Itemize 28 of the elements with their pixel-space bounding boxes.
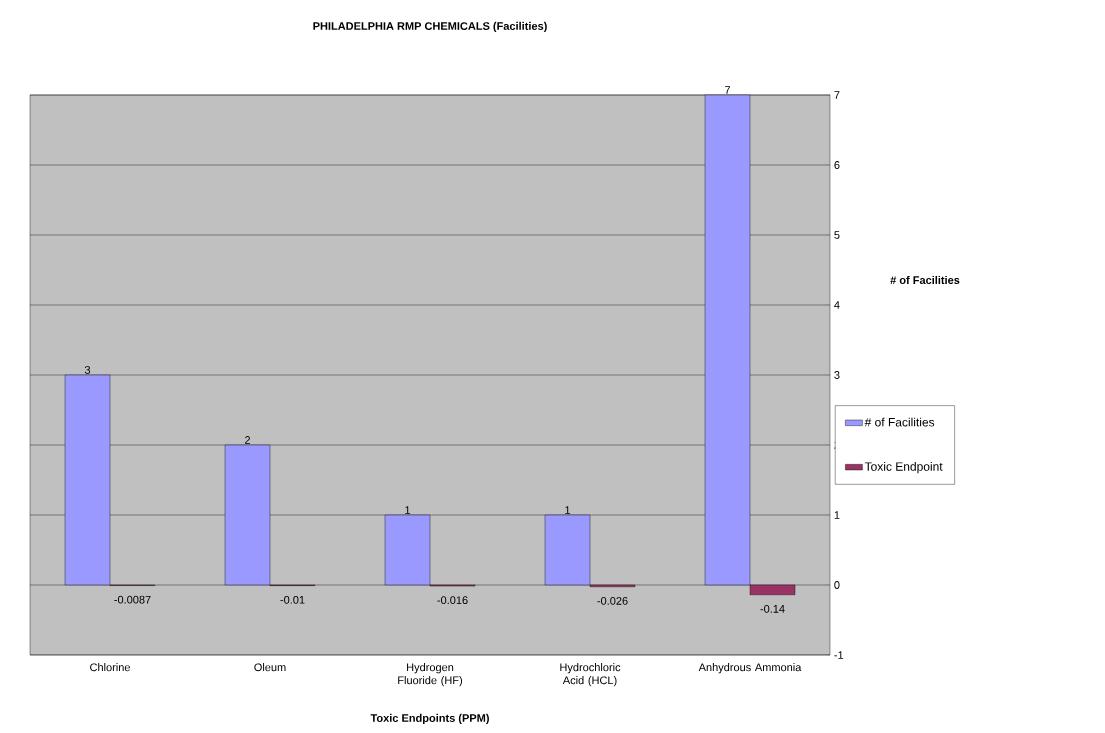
data-label: 7 bbox=[725, 86, 731, 94]
x-tick-label: Oleum bbox=[254, 663, 286, 672]
y-tick-label: 5 bbox=[834, 231, 840, 239]
data-label: 1 bbox=[405, 506, 411, 514]
data-label: -0.14 bbox=[760, 604, 785, 613]
x-tick-label: Anhydrous Ammonia bbox=[698, 663, 802, 674]
data-label: 3 bbox=[84, 365, 91, 374]
data-label: -0.016 bbox=[437, 596, 468, 605]
x-tick-label: Chlorine bbox=[90, 663, 130, 672]
data-label: -0.026 bbox=[597, 597, 628, 605]
y-tick-label: 3 bbox=[834, 371, 840, 379]
data-label: 2 bbox=[245, 436, 251, 444]
data-label: 1 bbox=[565, 506, 571, 514]
chart-title: PHILADELPHIA RMP CHEMICALS (Facilities) bbox=[313, 21, 547, 33]
x-tick-label: Hydrogen Fluoride (HF) bbox=[398, 663, 463, 687]
y-tick-label: -1 bbox=[834, 651, 844, 659]
y-tick-label: 6 bbox=[834, 161, 840, 169]
y-tick-label: 4 bbox=[834, 301, 840, 309]
y-tick-label: 0 bbox=[834, 581, 840, 589]
y-axis-title: # of Facilities bbox=[890, 275, 960, 285]
y-tick-label: 1 bbox=[834, 511, 840, 519]
legend-label: # of Facilities bbox=[864, 417, 935, 427]
data-label: -0.0087 bbox=[114, 595, 151, 604]
data-label: -0.01 bbox=[280, 595, 305, 604]
y-tick-label: 7 bbox=[834, 91, 840, 99]
legend-label: Toxic Endpoint bbox=[864, 461, 943, 474]
x-axis-title: Toxic Endpoints (PPM) bbox=[370, 713, 489, 725]
x-tick-label: Hydrochloric Acid (HCL) bbox=[560, 663, 621, 687]
